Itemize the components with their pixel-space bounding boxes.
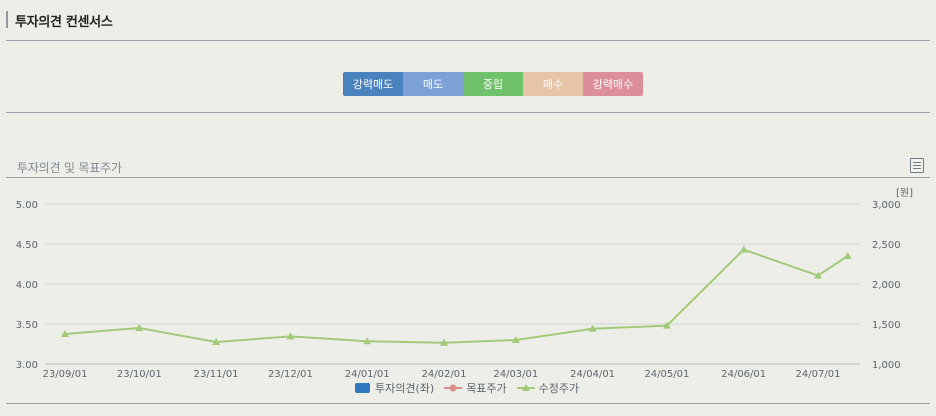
divider — [6, 177, 930, 178]
header-accent-bar — [6, 11, 8, 28]
adjusted-price-point — [814, 271, 822, 279]
section-header: 투자의견 컨센서스 — [6, 10, 930, 41]
y-left-tick-label: 4.00 — [16, 280, 38, 291]
x-tick-label: 24/04/01 — [570, 369, 615, 378]
legend-label: 투자의견(좌) — [375, 382, 435, 395]
opinion-scale: 강력매도 매도 중립 매수 강력매수 — [343, 72, 643, 96]
divider — [6, 403, 930, 404]
chart-legend: 투자의견(좌) 목표주가 수정주가 — [355, 380, 589, 396]
y-right-tick-label: 3,000 — [872, 200, 901, 211]
x-tick-label: 24/01/01 — [345, 369, 390, 378]
x-tick-label: 23/12/01 — [268, 369, 313, 378]
y-left-tick-label: 4.50 — [16, 240, 38, 251]
adjusted-price-point — [588, 324, 597, 332]
opinion-sell: 매도 — [403, 72, 463, 96]
x-tick-label: 24/03/01 — [493, 369, 538, 378]
x-tick-label: 23/09/01 — [43, 369, 88, 378]
adjusted-price-point — [135, 324, 144, 331]
x-tick-label: 24/05/01 — [644, 369, 689, 378]
chart-title: 투자의견 및 목표주가 — [17, 161, 122, 175]
y-left-tick-label: 5.00 — [16, 200, 38, 211]
y-right-tick-label: 1,500 — [872, 320, 901, 331]
list-icon[interactable] — [910, 158, 924, 173]
legend-label: 목표주가 — [466, 382, 507, 395]
legend-triangle-icon — [516, 384, 535, 391]
opinion-target-price-chart: 5.00 4.50 4.00 3.50 3.00 3,000 2,500 2,000 1,500… — [16, 187, 913, 378]
section-title: 투자의견 컨센서스 — [15, 15, 113, 30]
legend-item-target-price[interactable]: 목표주가 — [444, 380, 507, 396]
y-right-tick-label: 2,500 — [872, 240, 901, 251]
legend-label: 수정주가 — [538, 382, 580, 395]
legend-circle-icon — [444, 384, 463, 392]
legend-item-adjusted-price[interactable]: 수정주가 — [516, 380, 580, 396]
y-left-tick-label: 3.00 — [16, 360, 38, 371]
x-tick-label: 24/07/01 — [796, 369, 841, 378]
x-tick-label: 24/02/01 — [422, 369, 467, 378]
adjusted-price-line — [64, 248, 849, 344]
x-tick-label: 23/11/01 — [194, 369, 239, 378]
opinion-neutral: 중립 — [463, 72, 523, 96]
adjusted-price-point — [363, 337, 372, 345]
x-tick-label: 24/06/01 — [721, 369, 766, 378]
legend-item-opinion[interactable]: 투자의견(좌) — [355, 380, 434, 396]
y-right-tick-label: 1,000 — [872, 360, 901, 371]
opinion-strong-buy: 강력매수 — [583, 72, 643, 96]
y-right-tick-label: 2,000 — [872, 280, 901, 291]
adjusted-price-point — [739, 245, 748, 253]
adjusted-price-point — [286, 332, 295, 340]
y-right-unit-label: [원] — [896, 187, 913, 199]
divider — [6, 112, 930, 113]
opinion-buy: 매수 — [523, 72, 583, 96]
adjusted-price-point — [439, 338, 448, 346]
y-left-tick-label: 3.50 — [16, 320, 38, 331]
opinion-strong-sell: 강력매도 — [343, 72, 403, 96]
adjusted-price-point — [61, 330, 69, 337]
adjusted-price-point — [662, 321, 671, 329]
x-tick-label: 23/10/01 — [117, 369, 162, 378]
adjusted-price-point — [212, 338, 221, 345]
adjusted-price-point — [511, 336, 520, 343]
legend-box-icon — [355, 383, 370, 393]
adjusted-price-point — [843, 252, 852, 259]
